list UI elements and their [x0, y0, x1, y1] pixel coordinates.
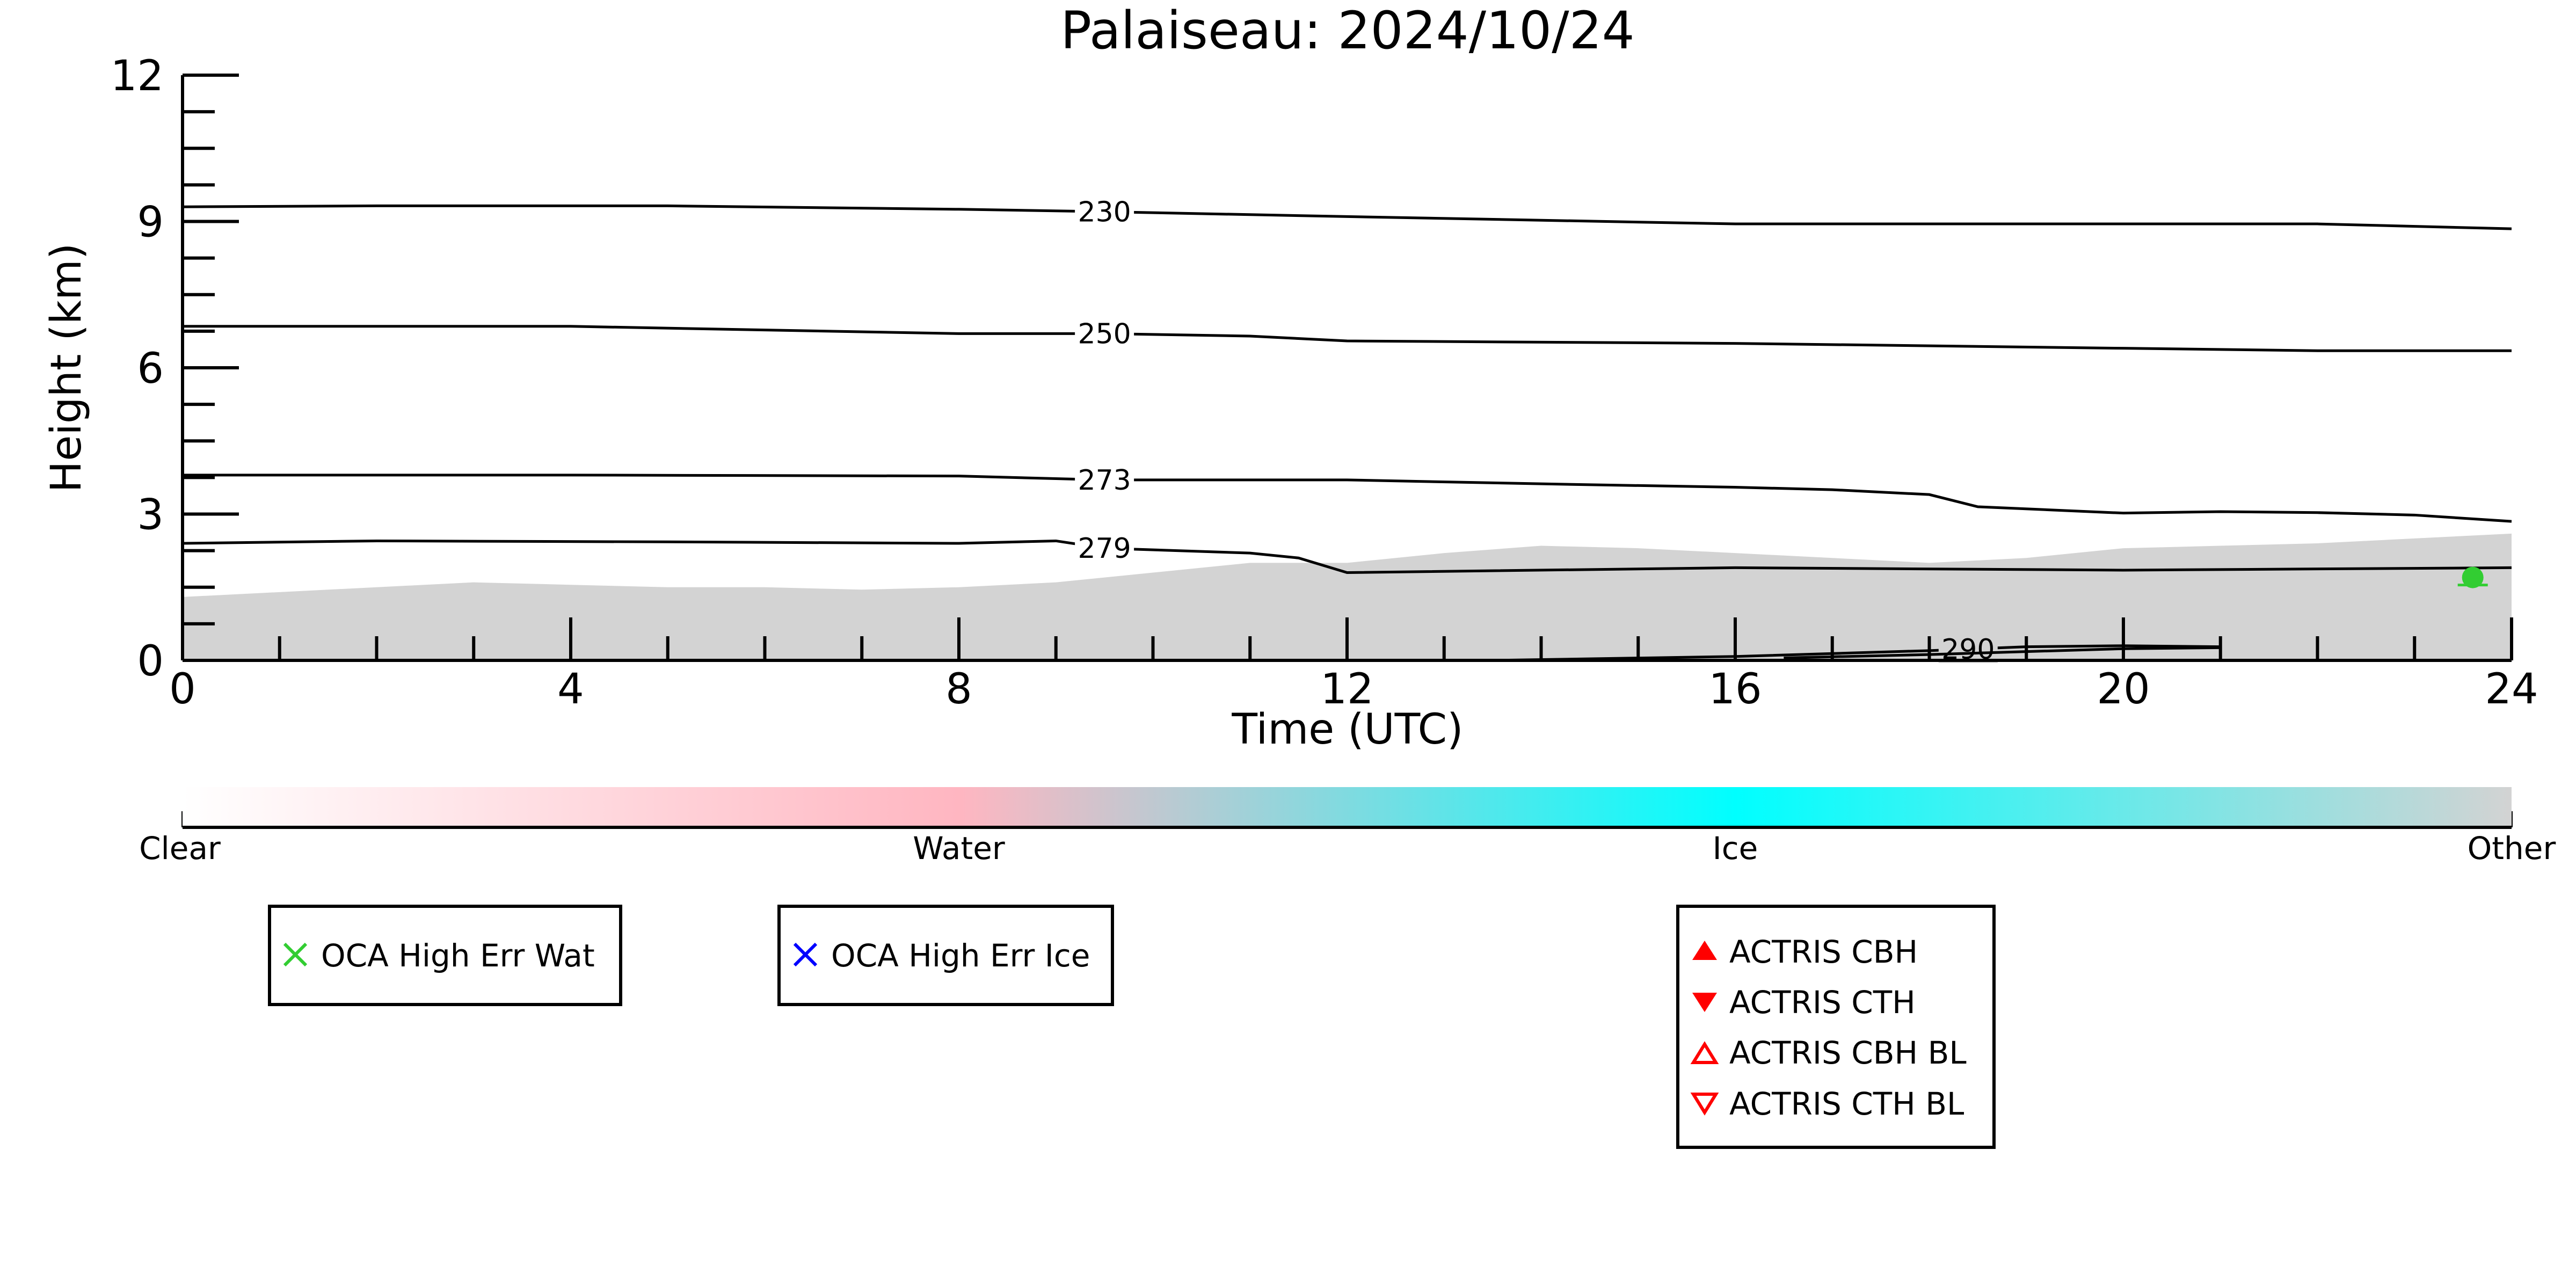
x-tick-label: 8 [945, 665, 972, 714]
y-tick-label: 6 [137, 345, 164, 393]
green-cross-icon [283, 942, 308, 967]
y-axis-title: Height (km) [42, 243, 91, 493]
contour-label-279: 279 [1078, 533, 1131, 565]
y-tick-label: 9 [137, 199, 164, 247]
chart-title: Palaiseau: 2024/10/24 [1060, 1, 1635, 61]
legend-label: ACTRIS CTH BL [1729, 1086, 1964, 1122]
x-axis-title: Time (UTC) [1231, 705, 1463, 754]
contour-label-230: 230 [1078, 196, 1131, 228]
legend-label: ACTRIS CBH BL [1729, 1035, 1967, 1071]
y-tick-label: 0 [137, 637, 164, 686]
y-tick-label: 12 [111, 52, 164, 100]
blue-cross-icon [793, 942, 818, 967]
x-tick-label: 0 [169, 665, 196, 714]
legend-box [268, 905, 622, 1006]
colorbar-label-ice: Ice [1713, 830, 1758, 867]
contour-line-230 [182, 204, 2512, 230]
legend-box [1676, 905, 1996, 1149]
colorbar-label-clear: Clear [139, 830, 221, 867]
contour-label-bg [1075, 532, 1134, 563]
contour-label-bg [1075, 463, 1134, 494]
triangle-down-open-icon [1690, 1093, 1719, 1116]
contour-line-250 [183, 325, 2512, 352]
colorbar-label-water: Water [913, 830, 1005, 867]
contour-label-bg [1075, 195, 1134, 226]
contour-label-bg [1075, 317, 1134, 348]
x-tick-label: 24 [2485, 665, 2538, 714]
legend-label: ACTRIS CTH [1729, 984, 1916, 1021]
oca-water-marker [2462, 566, 2484, 588]
contour-line-279 [182, 539, 2512, 574]
legend-label: OCA High Err Wat [321, 937, 595, 974]
legend-oca-water: OCA High Err Wat [268, 905, 622, 1006]
colorbar-gradient [183, 787, 2512, 827]
phase-colorbar: Clear Water Ice Other [139, 787, 2556, 867]
contour-line-273 [183, 474, 2512, 523]
triangle-up-open-icon [1690, 1041, 1719, 1064]
x-tick-label: 12 [1320, 665, 1373, 714]
triangle-down-filled-icon [1692, 993, 1717, 1012]
contour-label-273: 273 [1078, 464, 1131, 497]
legend-oca-ice: OCA High Err Ice [777, 905, 1114, 1006]
legend-label: OCA High Err Ice [831, 937, 1090, 974]
x-tick-label: 20 [2097, 665, 2150, 714]
contour-label-250: 250 [1078, 318, 1131, 350]
contour-label-bg [1938, 632, 1998, 663]
x-tick-label: 4 [557, 665, 584, 714]
colorbar-label-other: Other [2468, 830, 2556, 867]
legend-actris: ACTRIS CBH ACTRIS CTH ACTRIS CBH BL ACTR… [1676, 905, 1996, 1149]
y-tick-label: 3 [137, 491, 164, 540]
x-tick-label: 16 [1708, 665, 1762, 714]
legend-label: ACTRIS CBH [1729, 934, 1918, 970]
legend-box [777, 905, 1114, 1006]
cloud-mask-area [183, 533, 2512, 660]
triangle-up-filled-icon [1692, 941, 1717, 960]
